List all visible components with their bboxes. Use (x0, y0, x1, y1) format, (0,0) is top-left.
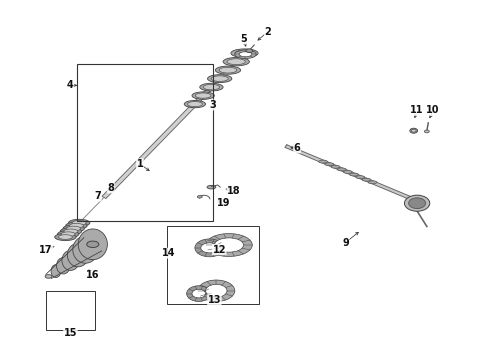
Ellipse shape (58, 231, 79, 238)
Ellipse shape (63, 225, 84, 232)
Ellipse shape (330, 165, 339, 168)
Ellipse shape (343, 171, 351, 174)
Ellipse shape (355, 176, 364, 179)
Ellipse shape (245, 49, 252, 53)
Ellipse shape (205, 234, 252, 256)
Ellipse shape (410, 129, 415, 132)
Bar (166, 226, 259, 304)
Text: 11: 11 (409, 105, 423, 115)
Ellipse shape (349, 173, 358, 176)
Text: 5: 5 (240, 34, 246, 44)
Bar (46, 291, 95, 330)
Ellipse shape (424, 130, 428, 133)
Ellipse shape (64, 229, 78, 234)
Text: 3: 3 (209, 100, 216, 110)
Text: 12: 12 (212, 245, 225, 255)
Ellipse shape (223, 58, 249, 66)
Ellipse shape (195, 239, 224, 257)
Polygon shape (102, 90, 210, 198)
Text: 17: 17 (40, 245, 53, 255)
Ellipse shape (192, 92, 214, 99)
Text: 6: 6 (293, 143, 300, 153)
Text: 18: 18 (226, 186, 240, 197)
Ellipse shape (78, 229, 107, 260)
Text: 16: 16 (86, 270, 100, 280)
Text: 19: 19 (217, 198, 230, 208)
Ellipse shape (68, 219, 90, 226)
Ellipse shape (318, 160, 327, 163)
Text: 15: 15 (63, 328, 77, 338)
Ellipse shape (200, 83, 223, 91)
Ellipse shape (192, 289, 205, 298)
Ellipse shape (201, 243, 218, 253)
Ellipse shape (226, 59, 245, 64)
Text: 14: 14 (162, 248, 176, 258)
Ellipse shape (60, 228, 81, 235)
Ellipse shape (205, 284, 226, 297)
Polygon shape (285, 145, 410, 199)
Ellipse shape (211, 76, 228, 81)
Ellipse shape (235, 50, 253, 56)
Ellipse shape (361, 178, 370, 181)
Ellipse shape (65, 222, 87, 229)
Ellipse shape (86, 241, 99, 248)
Ellipse shape (55, 233, 76, 240)
Ellipse shape (195, 93, 210, 98)
Text: 2: 2 (264, 27, 271, 37)
Ellipse shape (187, 102, 202, 107)
Ellipse shape (197, 195, 202, 198)
Ellipse shape (324, 163, 333, 166)
Ellipse shape (184, 100, 205, 108)
Ellipse shape (72, 221, 86, 225)
Ellipse shape (51, 265, 61, 278)
Ellipse shape (215, 66, 240, 74)
Ellipse shape (57, 257, 70, 274)
Ellipse shape (367, 181, 376, 184)
Ellipse shape (214, 238, 243, 252)
Ellipse shape (203, 85, 219, 90)
Ellipse shape (62, 250, 79, 270)
Text: 13: 13 (207, 295, 221, 305)
Ellipse shape (198, 280, 234, 301)
Bar (77, 64, 212, 221)
Ellipse shape (230, 49, 258, 58)
Text: 8: 8 (107, 183, 114, 193)
Ellipse shape (73, 236, 98, 263)
Text: 9: 9 (342, 238, 348, 248)
Text: 4: 4 (67, 80, 74, 90)
Ellipse shape (408, 198, 425, 208)
Ellipse shape (45, 275, 52, 278)
Ellipse shape (207, 75, 231, 82)
Ellipse shape (69, 223, 83, 228)
Ellipse shape (409, 128, 417, 133)
Ellipse shape (66, 226, 81, 231)
Ellipse shape (219, 67, 236, 73)
Ellipse shape (61, 232, 75, 237)
Ellipse shape (234, 50, 256, 59)
Ellipse shape (67, 243, 88, 267)
Ellipse shape (206, 185, 215, 189)
Ellipse shape (186, 286, 210, 301)
Text: 1: 1 (136, 159, 143, 169)
Ellipse shape (59, 235, 72, 239)
Text: 7: 7 (94, 191, 101, 201)
Ellipse shape (239, 52, 251, 57)
Text: 10: 10 (426, 105, 439, 115)
Ellipse shape (404, 195, 429, 211)
Ellipse shape (337, 168, 346, 171)
